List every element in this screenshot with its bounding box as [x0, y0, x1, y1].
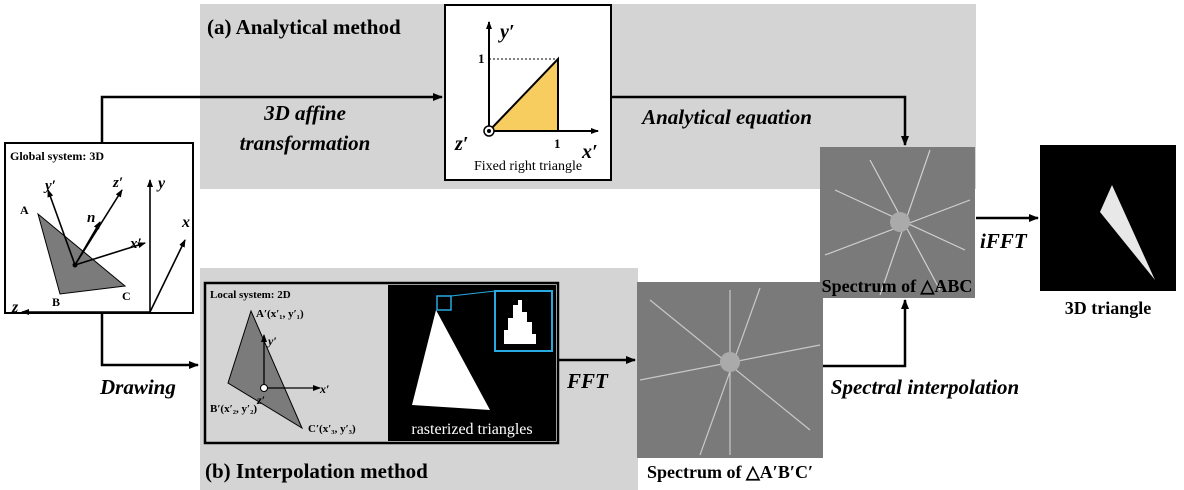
- box-title: Global system: 3D: [10, 149, 104, 163]
- spectrum-b: Spectrum of △A′B′C′: [637, 282, 823, 482]
- interp-label: Spectral interpolation: [831, 375, 1019, 399]
- raster-caption: rasterized triangles: [411, 421, 532, 438]
- axis-label: z′: [256, 393, 265, 407]
- vertex-label: A: [20, 203, 29, 217]
- axis-label: x′: [129, 236, 142, 252]
- tick-label: 1: [478, 51, 485, 66]
- axis-label: x: [181, 214, 190, 231]
- local-system: Local system: 2D A′(x′₁, y′₁) B′(x′₂, y′…: [205, 283, 558, 443]
- fixed-triangle-inset: y′ x′ z′ 1 1 Fixed right triangle: [445, 5, 611, 180]
- axis-label: y: [156, 175, 166, 192]
- normal-label: n: [87, 210, 95, 226]
- axis-label: z′: [454, 133, 468, 155]
- spectrum-abc: Spectrum of △ABC: [820, 147, 975, 298]
- affine-label: 3D affine: [263, 101, 346, 125]
- result: 3D triangle: [1040, 145, 1176, 318]
- analytical-equation-label: Analytical equation: [640, 105, 812, 129]
- diagram: (a) Analytical method (b) Interpolation …: [0, 0, 1184, 490]
- vertex-label: B′(x′₂, y′₂): [210, 403, 257, 415]
- panel-a-title: (a) Analytical method: [207, 15, 401, 39]
- axis-label: x′: [319, 382, 329, 396]
- affine-label: transformation: [240, 131, 371, 155]
- result-caption: 3D triangle: [1065, 298, 1151, 318]
- ifft-label: iFFT: [980, 229, 1028, 253]
- drawing-label: Drawing: [99, 375, 176, 399]
- spectrum-caption: Spectrum of △A′B′C′: [647, 462, 813, 482]
- axis-label: y′: [498, 21, 515, 43]
- axis-label: y′: [266, 334, 277, 348]
- axis-label: z: [11, 299, 19, 316]
- vertex-label: C: [122, 289, 131, 303]
- axis-label: y′: [43, 178, 56, 194]
- panel-b-title: (b) Interpolation method: [205, 459, 428, 483]
- global-system: Global system: 3D y′ z′ x′ n y x z A B C: [5, 143, 193, 316]
- axis-label: x′: [581, 141, 598, 163]
- vertex-label: C′(x′₃, y′₃): [308, 423, 356, 435]
- axis-label: z′: [112, 175, 123, 191]
- vertex-label: B: [52, 295, 60, 309]
- tick-label: 1: [554, 136, 561, 151]
- inset-caption: Fixed right triangle: [474, 159, 582, 174]
- fft-label: FFT: [566, 369, 609, 393]
- spectrum-caption: Spectrum of △ABC: [822, 276, 973, 296]
- box-title: Local system: 2D: [210, 289, 291, 301]
- vertex-label: A′(x′₁, y′₁): [256, 308, 304, 320]
